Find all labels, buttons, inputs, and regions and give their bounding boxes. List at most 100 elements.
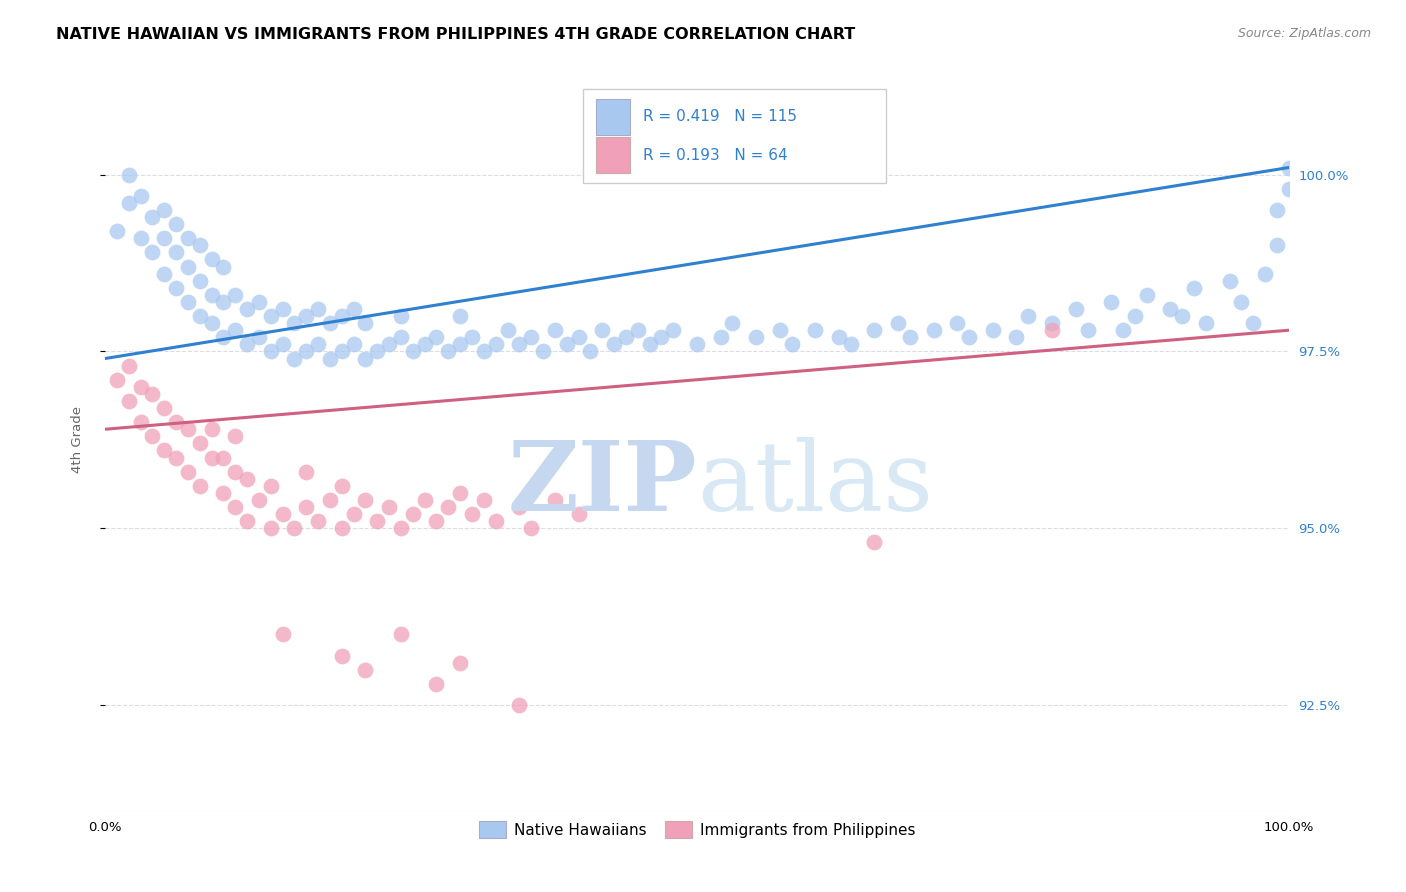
Point — [165, 415, 187, 429]
Point — [153, 267, 176, 281]
Text: Source: ZipAtlas.com: Source: ZipAtlas.com — [1237, 27, 1371, 40]
Point — [212, 486, 235, 500]
Point — [614, 330, 637, 344]
Point — [520, 330, 543, 344]
Point — [1076, 323, 1098, 337]
Point — [212, 330, 235, 344]
Point — [1112, 323, 1135, 337]
Point — [330, 309, 353, 323]
Point — [496, 323, 519, 337]
Point — [389, 309, 412, 323]
Point — [224, 323, 246, 337]
Text: NATIVE HAWAIIAN VS IMMIGRANTS FROM PHILIPPINES 4TH GRADE CORRELATION CHART: NATIVE HAWAIIAN VS IMMIGRANTS FROM PHILI… — [56, 27, 855, 42]
Point — [141, 429, 163, 443]
Point — [165, 450, 187, 465]
Point — [260, 479, 283, 493]
Point — [780, 337, 803, 351]
Point — [579, 344, 602, 359]
Point — [271, 337, 294, 351]
Point — [591, 493, 613, 508]
Point — [1241, 316, 1264, 330]
Point — [449, 309, 471, 323]
Point — [177, 231, 200, 245]
Point — [378, 500, 401, 514]
Point — [1265, 238, 1288, 252]
Point — [402, 344, 425, 359]
Point — [319, 316, 342, 330]
Point — [804, 323, 827, 337]
Point — [343, 301, 366, 316]
Point — [425, 514, 447, 528]
Point — [508, 698, 530, 712]
Point — [437, 344, 460, 359]
Point — [343, 507, 366, 521]
Point — [745, 330, 768, 344]
Point — [686, 875, 709, 889]
Point — [425, 677, 447, 691]
Point — [141, 387, 163, 401]
Point — [686, 337, 709, 351]
Point — [413, 493, 436, 508]
Point — [200, 252, 222, 267]
Text: atlas: atlas — [697, 437, 934, 532]
Point — [354, 663, 377, 677]
Point — [283, 351, 305, 366]
Point — [449, 656, 471, 670]
Point — [1265, 202, 1288, 217]
Point — [330, 479, 353, 493]
Point — [366, 344, 388, 359]
Point — [165, 281, 187, 295]
Point — [295, 309, 318, 323]
Point — [295, 344, 318, 359]
Point — [224, 465, 246, 479]
Point — [1230, 294, 1253, 309]
Point — [236, 301, 259, 316]
Point — [118, 393, 141, 408]
Point — [141, 210, 163, 224]
Point — [105, 373, 128, 387]
Point — [129, 380, 152, 394]
Point — [283, 521, 305, 535]
Point — [153, 443, 176, 458]
Point — [271, 507, 294, 521]
Point — [200, 288, 222, 302]
Point — [1040, 316, 1063, 330]
Point — [946, 316, 969, 330]
Point — [200, 450, 222, 465]
Point — [1123, 309, 1146, 323]
Point — [319, 351, 342, 366]
Point — [212, 260, 235, 274]
Point — [260, 521, 283, 535]
Point — [354, 493, 377, 508]
Point — [354, 351, 377, 366]
Point — [188, 436, 211, 450]
Point — [200, 316, 222, 330]
Point — [1195, 316, 1218, 330]
Point — [957, 330, 980, 344]
Point — [165, 217, 187, 231]
Point — [863, 535, 886, 549]
Point — [981, 323, 1004, 337]
Point — [224, 500, 246, 514]
Point — [1159, 301, 1181, 316]
Point — [425, 330, 447, 344]
Point — [177, 422, 200, 436]
Point — [330, 648, 353, 663]
Point — [650, 330, 672, 344]
Point — [1218, 274, 1240, 288]
Point — [449, 337, 471, 351]
Point — [437, 500, 460, 514]
Point — [236, 514, 259, 528]
Point — [165, 245, 187, 260]
Point — [129, 415, 152, 429]
Point — [389, 330, 412, 344]
Point — [485, 337, 508, 351]
Point — [508, 500, 530, 514]
Point — [709, 330, 731, 344]
Point — [236, 337, 259, 351]
Point — [591, 323, 613, 337]
Point — [531, 344, 554, 359]
Point — [567, 507, 589, 521]
Point — [129, 189, 152, 203]
Point — [247, 294, 270, 309]
